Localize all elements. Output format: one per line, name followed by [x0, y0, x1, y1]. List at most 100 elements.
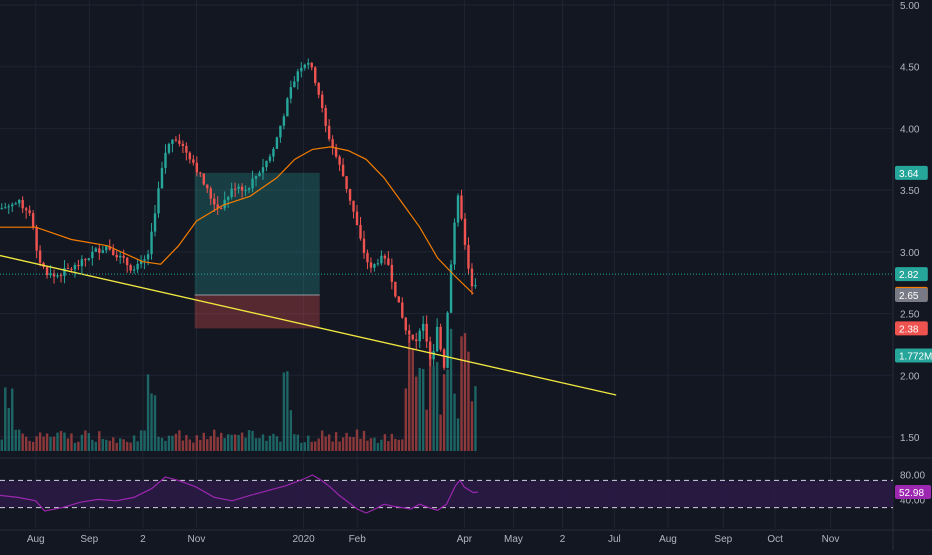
- candle-body: [199, 172, 202, 174]
- candle-body: [52, 273, 56, 277]
- rsi-tick-label: 40.00: [900, 496, 925, 507]
- candle-body: [352, 200, 355, 212]
- volume-bar: [73, 442, 77, 451]
- candle-body: [345, 176, 348, 189]
- candle-body: [125, 257, 129, 266]
- candle-body: [314, 67, 317, 83]
- volume-bar: [213, 429, 216, 451]
- candle-body: [139, 260, 143, 264]
- volume-bar: [38, 432, 42, 451]
- candle-body: [195, 162, 199, 173]
- volume-bar: [28, 440, 31, 451]
- volume-bar: [101, 439, 104, 451]
- time-axis[interactable]: Aug Sep 2 Nov 2020 Feb Apr May 2 Jul Aug Sep Oct Nov: [27, 534, 840, 545]
- volume-bar: [282, 372, 286, 451]
- volume-bar: [258, 438, 261, 451]
- volume-bar: [338, 441, 341, 451]
- candle-body: [401, 302, 404, 318]
- volume-bar: [293, 434, 296, 451]
- volume-bar: [394, 438, 397, 451]
- candle-body: [226, 197, 230, 200]
- overlays[interactable]: [0, 146, 893, 396]
- candle-body: [418, 330, 421, 342]
- volume-bar: [157, 436, 160, 451]
- volume-bar: [56, 432, 59, 451]
- trendline[interactable]: [0, 254, 617, 396]
- candle-body: [338, 156, 341, 165]
- candle-body: [185, 145, 188, 153]
- volume-bar: [324, 436, 327, 451]
- candle-body: [24, 208, 28, 211]
- candle-body: [442, 349, 446, 368]
- position-profit-zone[interactable]: [194, 172, 320, 296]
- candle-body: [394, 281, 397, 297]
- price-tick-label: 3.50: [900, 186, 920, 197]
- time-tick-label: 2020: [292, 534, 315, 545]
- candle-body: [272, 148, 275, 157]
- candle-body: [21, 199, 24, 209]
- volume-bar: [362, 430, 366, 451]
- candle-body: [80, 259, 84, 267]
- candle-body: [98, 248, 101, 253]
- candle-body: [49, 273, 52, 276]
- time-tick-label: Oct: [767, 534, 783, 545]
- volume-bar: [49, 436, 52, 451]
- time-tick-label: Sep: [714, 534, 732, 545]
- volume-bar: [390, 433, 394, 451]
- candle-body: [268, 156, 272, 161]
- candle-body: [143, 259, 146, 261]
- target-price-badge-label: 3.64: [899, 169, 919, 180]
- price-axis[interactable]: 5.00 4.50 4.00 3.50 3.00 2.50 2.00 1.50 80.00 40.…: [900, 1, 925, 507]
- last-price-badge: [895, 267, 928, 282]
- entry-price-badge-label: 2.65: [899, 291, 919, 302]
- volume-bar: [348, 436, 352, 451]
- long-position-tool[interactable]: [194, 172, 320, 329]
- volume-bar: [244, 437, 247, 451]
- candle-body: [129, 265, 132, 271]
- volume-bar: [397, 439, 401, 451]
- volume-bar: [94, 441, 98, 451]
- candle-body: [463, 218, 467, 245]
- candle-body: [435, 326, 439, 352]
- volume-bar: [164, 440, 167, 451]
- rsi-tick-label: 80.00: [900, 470, 925, 481]
- candle-body: [324, 107, 327, 126]
- volume-bar: [411, 348, 414, 451]
- volume-bar: [446, 369, 449, 451]
- volume-bar: [425, 409, 428, 451]
- volume-bar: [383, 434, 387, 451]
- candle-body: [59, 275, 63, 277]
- volume-bars: [0, 328, 477, 451]
- volume-bar: [345, 432, 348, 451]
- target-price-badge: [895, 165, 928, 180]
- candle-body: [94, 248, 98, 252]
- candle-body: [192, 159, 195, 163]
- candle-body: [244, 189, 247, 191]
- volume-bar: [230, 434, 233, 451]
- volume-bar: [206, 439, 209, 451]
- volume-bar: [331, 441, 334, 451]
- volume-bar: [352, 436, 355, 451]
- time-tick-label: Jul: [608, 534, 621, 545]
- candle-body: [219, 208, 223, 210]
- candle-body: [112, 249, 115, 255]
- volume-bar: [387, 441, 390, 451]
- candle-body: [460, 195, 463, 219]
- volume-bar: [460, 336, 463, 451]
- volume-bar: [139, 430, 143, 451]
- time-tick-label: Nov: [822, 534, 840, 545]
- rsi-pane[interactable]: [0, 474, 893, 514]
- candle-body: [164, 152, 167, 169]
- volume-bar: [373, 437, 376, 451]
- candle-body: [28, 210, 31, 214]
- rsi-value-badge: [895, 484, 931, 499]
- candle-body: [118, 255, 122, 258]
- candle-body: [470, 268, 474, 287]
- volume-bar: [52, 436, 56, 451]
- candle-body: [0, 208, 3, 210]
- volume-bar: [341, 437, 345, 451]
- volume-bar: [87, 433, 91, 451]
